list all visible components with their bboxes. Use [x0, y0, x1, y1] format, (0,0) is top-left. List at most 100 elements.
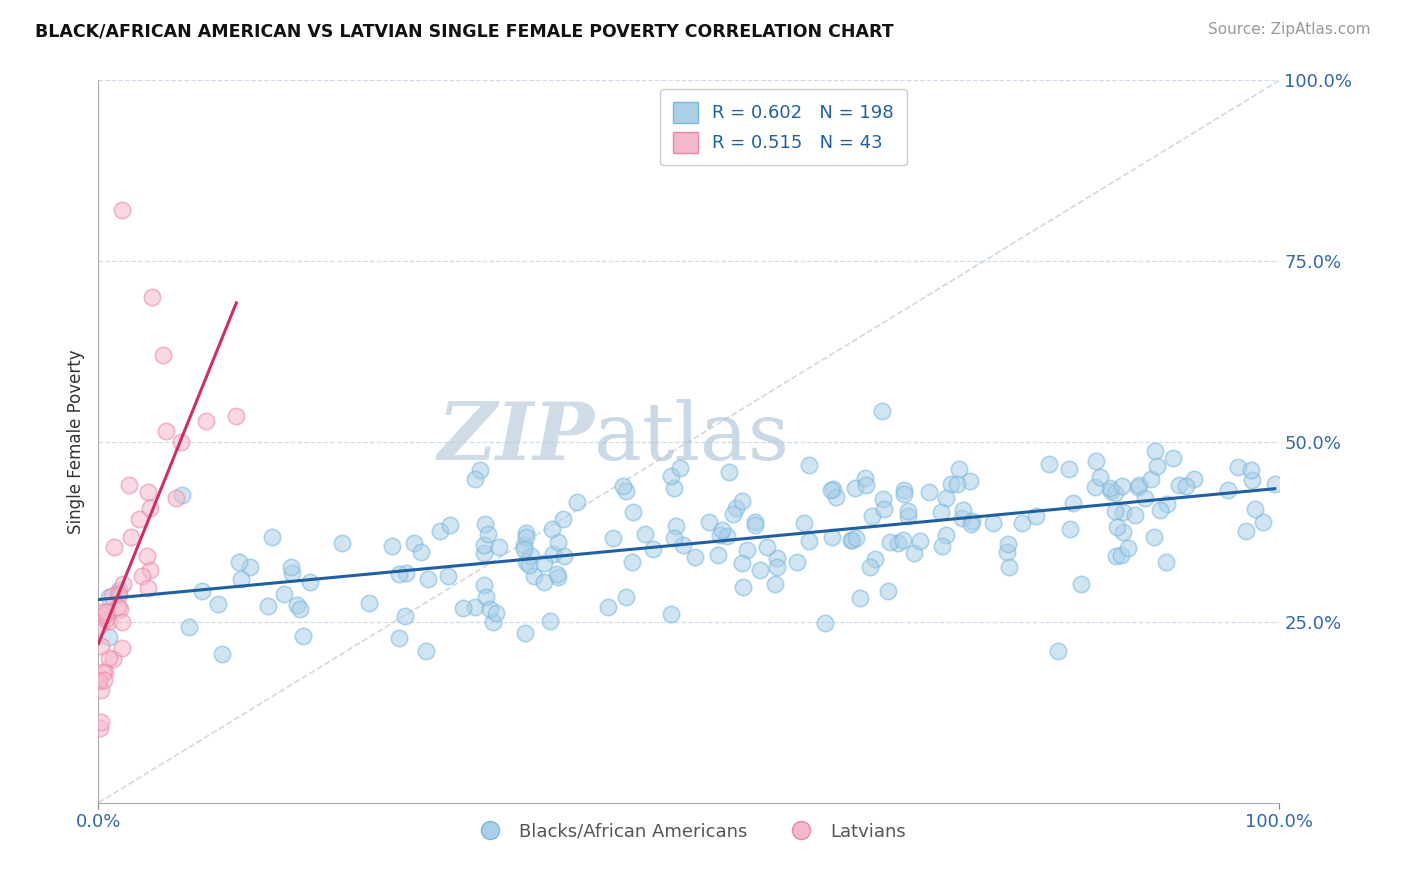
Point	[485, 607, 508, 621]
Point	[110, 602, 132, 616]
Point	[394, 608, 416, 623]
Point	[404, 536, 426, 550]
Point	[799, 534, 821, 549]
Point	[479, 602, 502, 616]
Point	[152, 348, 174, 362]
Point	[177, 620, 200, 634]
Point	[744, 515, 766, 529]
Point	[225, 409, 247, 424]
Point	[112, 577, 135, 591]
Point	[1143, 530, 1166, 544]
Point	[517, 558, 540, 573]
Point	[538, 614, 561, 628]
Point	[716, 529, 738, 543]
Point	[107, 583, 129, 598]
Point	[1105, 520, 1128, 534]
Point	[908, 534, 931, 549]
Point	[664, 531, 686, 545]
Point	[1062, 496, 1084, 510]
Point	[513, 538, 536, 552]
Point	[280, 559, 302, 574]
Point	[724, 500, 747, 515]
Point	[1057, 462, 1080, 476]
Point	[120, 530, 142, 544]
Point	[89, 721, 111, 735]
Point	[1098, 481, 1121, 495]
Point	[1059, 522, 1081, 536]
Point	[166, 491, 188, 505]
Point	[903, 546, 925, 560]
Point	[1251, 515, 1274, 529]
Point	[139, 500, 162, 515]
Point	[475, 590, 498, 604]
Point	[1105, 549, 1128, 563]
Point	[464, 599, 486, 614]
Point	[1011, 516, 1033, 530]
Point	[357, 596, 380, 610]
Point	[665, 519, 688, 533]
Point	[541, 547, 564, 561]
Point	[873, 502, 896, 516]
Point	[855, 478, 877, 492]
Point	[1104, 485, 1126, 500]
Point	[765, 551, 787, 566]
Point	[547, 570, 569, 584]
Point	[94, 665, 117, 679]
Point	[515, 530, 537, 544]
Point	[1084, 480, 1107, 494]
Point	[520, 549, 543, 564]
Point	[553, 549, 575, 564]
Point	[821, 530, 844, 544]
Point	[1227, 459, 1250, 474]
Point	[91, 665, 114, 679]
Point	[136, 549, 159, 563]
Point	[931, 539, 953, 553]
Point	[472, 546, 495, 560]
Point	[1163, 450, 1185, 465]
Point	[138, 581, 160, 595]
Point	[97, 650, 120, 665]
Point	[191, 583, 214, 598]
Point	[1123, 508, 1146, 522]
Point	[1140, 472, 1163, 486]
Point	[1234, 524, 1257, 538]
Point	[101, 589, 124, 603]
Point	[841, 533, 863, 548]
Point	[981, 516, 1004, 530]
Point	[1167, 478, 1189, 492]
Point	[90, 714, 112, 729]
Point	[935, 491, 957, 505]
Point	[1088, 470, 1111, 484]
Point	[614, 484, 637, 499]
Point	[929, 505, 952, 519]
Point	[1149, 503, 1171, 517]
Point	[825, 490, 848, 504]
Point	[141, 290, 163, 304]
Point	[97, 614, 120, 628]
Point	[111, 203, 134, 218]
Point	[118, 477, 141, 491]
Point	[893, 483, 915, 497]
Point	[766, 560, 789, 574]
Point	[997, 559, 1019, 574]
Y-axis label: Single Female Poverty: Single Female Poverty	[66, 350, 84, 533]
Point	[388, 631, 411, 645]
Point	[1128, 478, 1150, 492]
Point	[887, 536, 910, 550]
Point	[706, 548, 728, 562]
Text: ZIP: ZIP	[437, 400, 595, 476]
Point	[602, 532, 624, 546]
Point	[859, 559, 882, 574]
Point	[437, 569, 460, 583]
Point	[111, 640, 134, 655]
Point	[1126, 480, 1149, 494]
Point	[409, 545, 432, 559]
Point	[1025, 509, 1047, 524]
Point	[614, 590, 637, 604]
Point	[107, 585, 129, 599]
Point	[1111, 549, 1133, 563]
Point	[211, 647, 233, 661]
Point	[285, 599, 308, 613]
Point	[298, 575, 321, 590]
Point	[730, 494, 752, 508]
